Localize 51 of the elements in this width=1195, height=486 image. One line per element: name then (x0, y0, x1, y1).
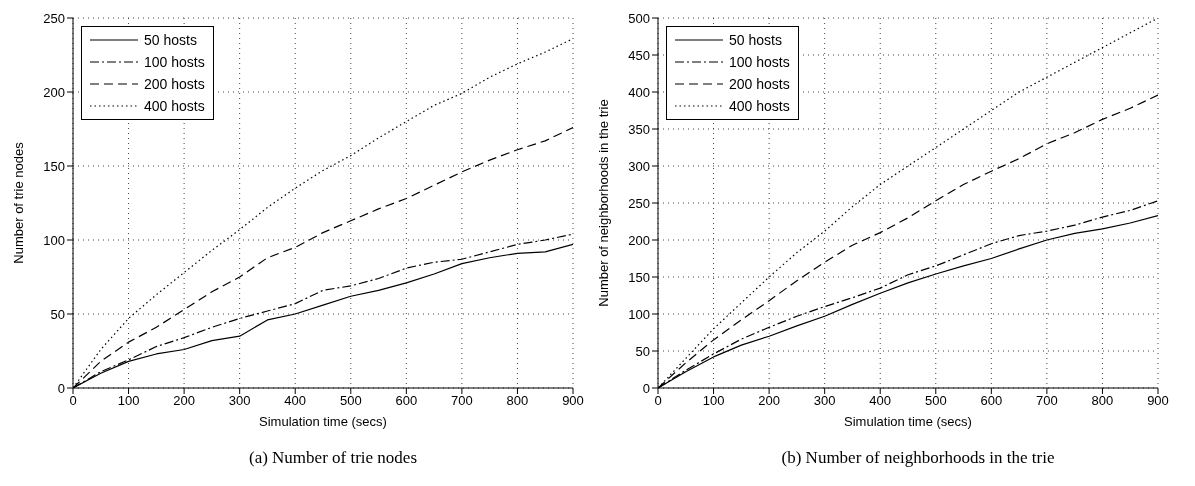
y-tick-label: 200 (628, 232, 650, 248)
y-axis-title: Number of trie nodes (10, 141, 26, 264)
legend-label: 400 hosts (144, 97, 205, 116)
x-axis-title: Simulation time (secs) (259, 414, 387, 429)
x-tick-label: 100 (117, 393, 140, 409)
y-tick-label: 50 (635, 343, 650, 359)
x-tick-label: 400 (284, 393, 307, 409)
y-tick-label: 400 (628, 84, 650, 100)
x-tick-label: 900 (562, 393, 584, 409)
text: (a) Number of trie nodes (247, 448, 419, 468)
y-tick-label: 50 (50, 306, 65, 322)
text: (b) Number of neighborhoods in the trie (780, 448, 1056, 468)
x-tick-label: 100 (702, 393, 725, 409)
y-tick-label: 100 (43, 232, 65, 248)
y-tick-label: 250 (43, 10, 65, 26)
y-tick-label: 450 (628, 47, 650, 63)
x-tick-label: 0 (654, 393, 662, 409)
x-tick-label: 900 (1147, 393, 1169, 409)
y-tick-label: 300 (628, 158, 650, 174)
x-axis-title: Simulation time (secs) (844, 414, 972, 429)
legend-label: 50 hosts (729, 31, 782, 50)
y-tick-label: 250 (628, 195, 650, 211)
x-tick-label: 200 (758, 393, 780, 409)
x-tick-label: 800 (1091, 393, 1114, 409)
y-tick-label: 150 (628, 269, 650, 285)
x-tick-label: 0 (69, 393, 77, 409)
x-tick-label: 300 (813, 393, 836, 409)
x-tick-label: 800 (506, 393, 529, 409)
y-tick-label: 150 (43, 158, 65, 174)
y-tick-label: 350 (628, 121, 650, 137)
x-tick-label: 500 (924, 393, 947, 409)
legend-label: 400 hosts (729, 97, 790, 116)
y-tick-label: 200 (43, 84, 65, 100)
y-tick-label: 0 (57, 380, 65, 396)
x-tick-label: 600 (980, 393, 1003, 409)
x-tick-label: 700 (1036, 393, 1058, 409)
y-tick-label: 0 (642, 380, 650, 396)
y-tick-label: 100 (628, 306, 650, 322)
legend-label: 100 hosts (729, 53, 790, 72)
x-tick-label: 700 (451, 393, 473, 409)
x-tick-label: 300 (228, 393, 251, 409)
legend-label: 200 hosts (144, 75, 205, 94)
y-axis-title: Number of neighborhoods in the trie (595, 99, 611, 307)
legend-label: 100 hosts (144, 53, 205, 72)
x-tick-label: 200 (173, 393, 195, 409)
x-tick-label: 600 (395, 393, 418, 409)
y-tick-label: 500 (628, 10, 650, 26)
x-tick-label: 400 (869, 393, 892, 409)
x-tick-label: 500 (339, 393, 362, 409)
legend-label: 50 hosts (144, 31, 197, 50)
legend-label: 200 hosts (729, 75, 790, 94)
